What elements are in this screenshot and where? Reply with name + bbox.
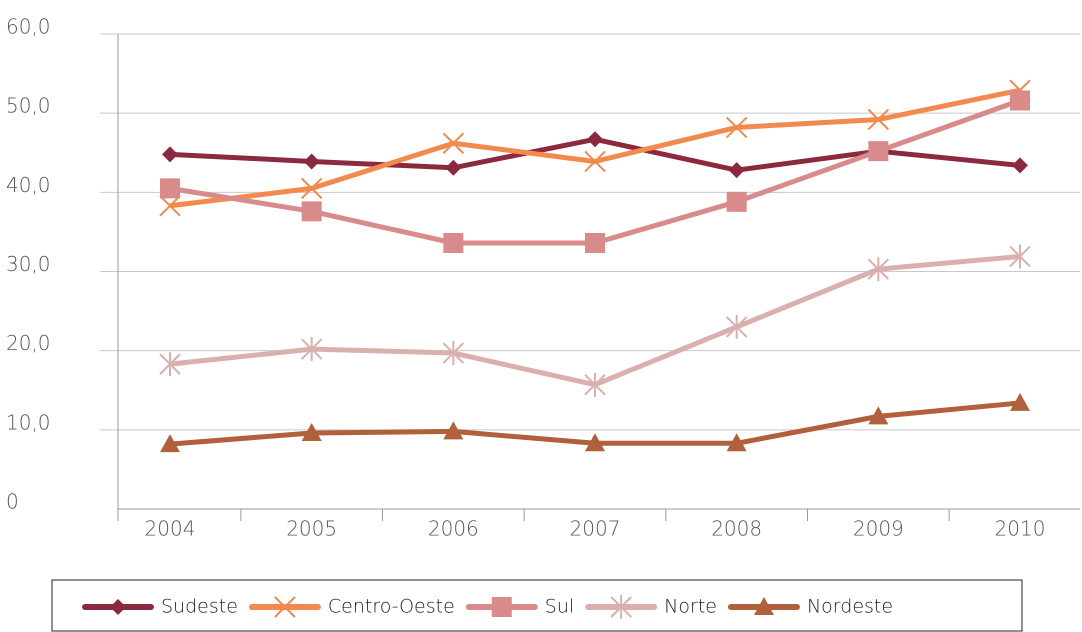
y-tick-label: 50,0 [6,94,51,118]
point-marker [726,191,747,212]
point-marker [725,314,748,339]
y-tick-label: 10,0 [6,410,51,434]
point-marker [160,434,180,453]
series-line [169,253,1021,388]
x-tick-label: 2004 [145,517,196,541]
point-marker [159,352,181,377]
y-tick-label: 0 [6,490,19,514]
y-tick-label: 40,0 [6,173,51,197]
point-marker [300,177,323,200]
y-tick-label: 20,0 [6,331,51,355]
point-marker [443,233,464,253]
x-tick-label: 2009 [853,517,904,541]
point-marker [1009,244,1031,269]
point-marker [159,195,181,217]
point-marker [868,406,889,425]
legend-label: Sul [545,596,574,618]
x-tick-label: 2008 [711,517,762,541]
point-marker [867,108,890,131]
legend: Sudeste Centro-Oeste Sul Norte Nordeste [82,595,893,619]
point-marker [300,337,323,362]
legend-marker [753,597,774,615]
legend-marker [610,595,632,619]
point-marker [585,233,605,253]
point-marker [442,132,465,154]
point-marker [868,141,889,162]
legend-label: Centro-Oeste [328,596,455,618]
point-marker [303,153,320,170]
point-marker [725,116,748,139]
legend-label: Nordeste [807,596,893,618]
point-marker [301,201,322,222]
point-marker [584,372,606,397]
point-marker [585,433,605,452]
point-marker [1012,157,1028,174]
point-marker [584,150,606,173]
point-marker [1010,392,1030,411]
x-tick-label: 2010 [995,517,1046,541]
legend-marker [491,597,512,617]
x-tick-label: 2005 [286,517,337,541]
point-marker [1010,90,1030,111]
x-tick-label: 2007 [570,517,621,541]
legend-box [51,579,1023,632]
legend-marker [274,596,296,618]
x-tick-label: 2006 [428,517,479,541]
point-marker [445,159,462,176]
point-marker [162,146,178,163]
legend-label: Norte [664,596,717,618]
point-marker [160,178,180,199]
y-tick-label: 30,0 [6,252,51,276]
point-marker [301,423,322,441]
legend-label: Sudeste [161,596,238,618]
y-tick-label: 60,0 [6,15,51,39]
series-line [169,98,1021,246]
legend-marker [110,599,126,615]
point-marker [587,131,603,148]
point-marker [867,257,890,282]
point-marker [442,341,465,366]
point-marker [443,421,464,440]
point-marker [728,162,745,179]
point-marker [726,433,747,452]
